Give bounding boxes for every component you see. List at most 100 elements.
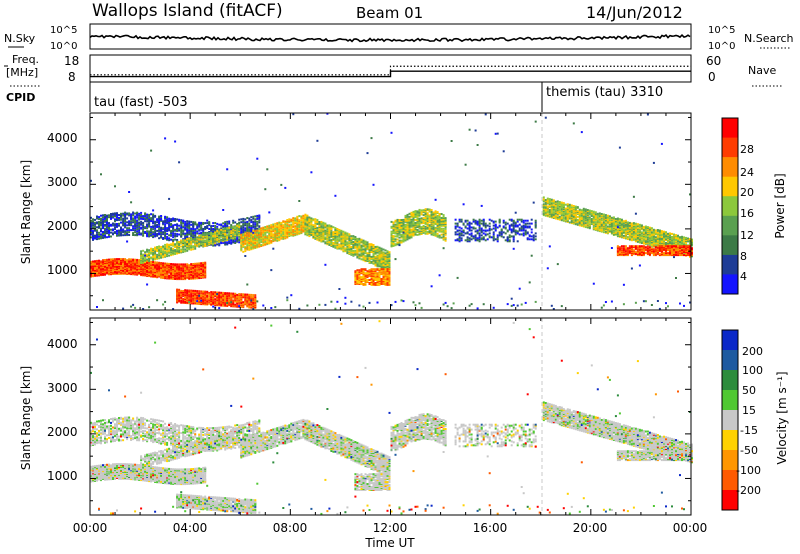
power-cell: [216, 222, 219, 225]
power-cell: [364, 252, 367, 255]
power-cell: [134, 212, 137, 215]
power-cell: [436, 232, 439, 235]
power-cell: [316, 223, 319, 225]
power-cell: [280, 228, 283, 231]
power-cell: [100, 227, 102, 230]
cpid-program-1: tau (fast) -503: [94, 95, 188, 110]
power-cell: [166, 270, 169, 273]
power-cell: [362, 253, 365, 256]
power-cell: [378, 273, 381, 276]
power-cell: [432, 226, 435, 229]
power-cell: [162, 220, 165, 223]
power-cell: [196, 239, 199, 242]
power-cell: [142, 232, 145, 235]
power-cell: [168, 217, 171, 220]
power-cell: [192, 245, 195, 248]
power-cell: [106, 236, 108, 239]
power-cell: [386, 270, 389, 273]
power-cell: [228, 230, 231, 233]
power-cell: [166, 227, 169, 230]
power-cell: [232, 299, 235, 302]
power-cell: [140, 211, 143, 214]
power-cell: [212, 235, 215, 237]
power-cell: [102, 216, 104, 219]
power-cell: [140, 232, 143, 235]
power-cell: [134, 223, 137, 226]
power-cell: [380, 282, 383, 284]
power-cell: [240, 233, 243, 236]
power-cell: [268, 224, 271, 227]
power-cell: [116, 229, 118, 232]
power-cell: [192, 228, 195, 230]
power-cell: [240, 221, 243, 224]
power-cell: [100, 273, 102, 276]
power-cell: [276, 225, 279, 228]
power-cell: [252, 298, 255, 300]
power-cell: [272, 247, 275, 250]
power-cell: [374, 268, 377, 271]
power-cell: [242, 250, 245, 253]
power-cell: [90, 236, 92, 239]
power-cell: [208, 291, 211, 294]
power-cell: [252, 220, 255, 223]
power-cell: [376, 248, 379, 251]
power-cell: [218, 242, 221, 245]
power-cell: [308, 216, 311, 219]
power-cell: [122, 265, 125, 267]
power-cell: [164, 243, 167, 246]
power-cell: [144, 253, 147, 256]
power-cell: [238, 293, 241, 296]
power-cell: [240, 218, 243, 221]
power-cell: [288, 229, 291, 232]
power-cell: [248, 247, 251, 250]
power-cell: [276, 222, 279, 225]
power-cell: [154, 229, 157, 232]
power-cell: [90, 233, 92, 236]
power-cell: [184, 250, 187, 253]
power-cell: [404, 219, 407, 222]
power-cell: [178, 218, 181, 221]
power-cell: [330, 235, 333, 238]
power-cell: [176, 223, 179, 226]
power-cell: [338, 288, 341, 290]
power-cell: [222, 209, 225, 211]
power-cell: [364, 268, 367, 271]
power-cell: [324, 241, 327, 244]
power-cell: [126, 217, 129, 220]
power-cell: [262, 226, 265, 229]
power-cell: [186, 238, 189, 240]
power-cell: [208, 232, 211, 235]
power-cell: [190, 271, 193, 273]
power-cell: [202, 242, 205, 245]
power-cell: [184, 276, 187, 279]
power-cell: [172, 243, 175, 246]
power-cell: [190, 237, 193, 239]
power-cell: [286, 226, 289, 229]
power-cell: [122, 214, 125, 217]
power-cell: [128, 258, 131, 261]
power-cell: [252, 296, 255, 298]
nsky-ytick-top: 10^5: [50, 25, 77, 36]
power-cell: [156, 246, 159, 248]
power-cell: [172, 266, 175, 269]
power-cell: [112, 215, 114, 218]
power-cell: [224, 221, 227, 224]
power-cell: [406, 217, 409, 220]
power-cell: [104, 215, 106, 218]
power-cell: [326, 229, 329, 232]
power-cell: [434, 226, 437, 229]
power-cell: [140, 213, 143, 216]
power-cell: [136, 230, 139, 233]
power-cell: [96, 229, 98, 232]
power-cell: [386, 278, 389, 280]
power-cell: [150, 256, 153, 259]
power-cell: [166, 243, 169, 246]
power-cell: [310, 217, 313, 220]
power-cell: [216, 291, 219, 294]
power-cell: [310, 171, 313, 174]
power-cell: [206, 225, 209, 228]
power-cell: [218, 229, 221, 232]
power-cell: [176, 235, 179, 238]
power-cell: [252, 223, 255, 226]
power-cell: [268, 241, 271, 244]
